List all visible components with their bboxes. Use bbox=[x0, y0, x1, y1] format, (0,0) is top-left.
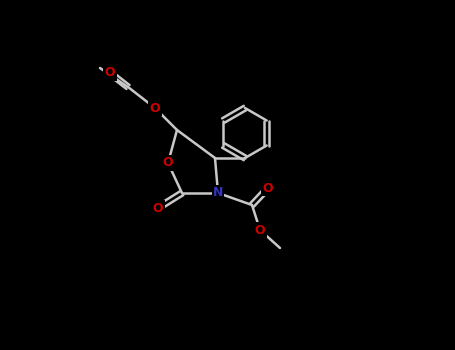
Text: O: O bbox=[263, 182, 273, 195]
Text: O: O bbox=[105, 66, 115, 79]
Text: O: O bbox=[255, 224, 265, 237]
Text: O: O bbox=[153, 202, 163, 215]
Text: N: N bbox=[213, 187, 223, 199]
Text: O: O bbox=[150, 102, 160, 114]
Text: O: O bbox=[163, 156, 173, 169]
